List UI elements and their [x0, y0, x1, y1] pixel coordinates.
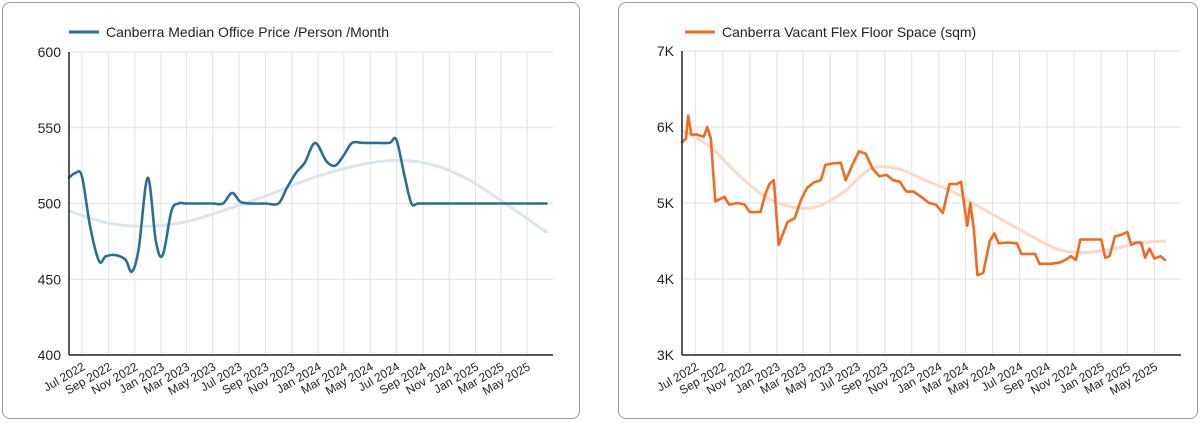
y-tick-label: 600 — [38, 44, 62, 60]
trend-line — [67, 158, 548, 234]
median-office-price-chart-panel: Canberra Median Office Price /Person /Mo… — [2, 2, 580, 419]
y-tick-label: 550 — [38, 120, 62, 136]
vacant-flex-floor-space-chart-panel: Canberra Vacant Flex Floor Space (sqm) 3… — [618, 2, 1198, 419]
y-tick-label: 7K — [657, 43, 675, 59]
y-tick-label: 3K — [657, 347, 675, 363]
y-tick-label: 6K — [657, 119, 675, 135]
legend-label: Canberra Median Office Price /Person /Mo… — [106, 24, 389, 40]
chart-legend[interactable]: Canberra Median Office Price /Person /Mo… — [69, 24, 389, 40]
y-tick-label: 450 — [38, 271, 62, 287]
median-office-price-chart: Canberra Median Office Price /Person /Mo… — [38, 24, 553, 398]
vacant-flex-floor-space-chart: Canberra Vacant Flex Floor Space (sqm) 3… — [655, 24, 1181, 398]
chart-legend[interactable]: Canberra Vacant Flex Floor Space (sqm) — [685, 24, 976, 40]
y-tick-label: 500 — [38, 196, 62, 212]
y-tick-label: 4K — [657, 271, 675, 287]
series-line — [680, 114, 1167, 277]
legend-label: Canberra Vacant Flex Floor Space (sqm) — [722, 24, 976, 40]
y-tick-label: 400 — [38, 347, 62, 363]
y-tick-label: 5K — [657, 195, 675, 211]
trend-line — [680, 129, 1167, 255]
series-line — [67, 136, 548, 274]
